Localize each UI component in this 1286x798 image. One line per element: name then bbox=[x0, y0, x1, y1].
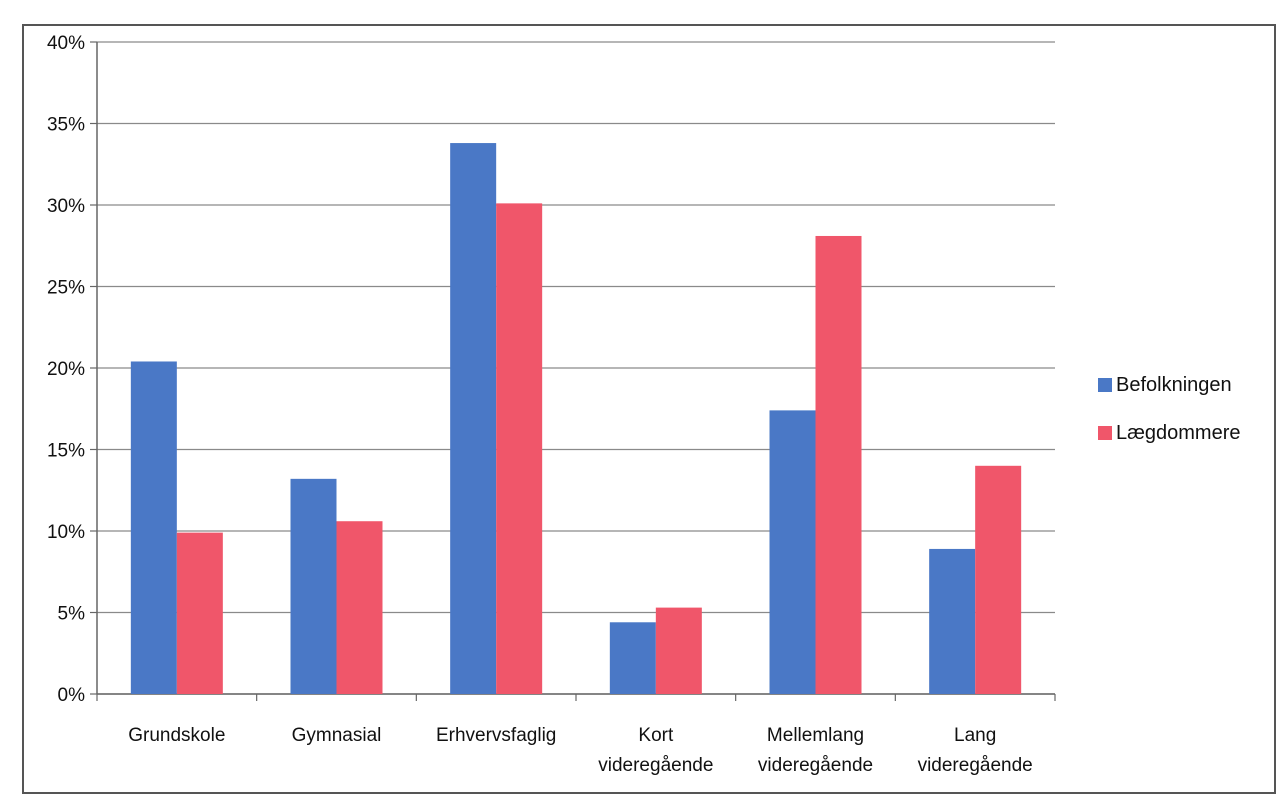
bar-befolkningen bbox=[290, 478, 337, 694]
bar-lægdommere bbox=[496, 203, 543, 694]
x-category-label-line: videregående bbox=[918, 755, 1033, 776]
y-tick-label: 15% bbox=[47, 441, 85, 462]
x-category-label-line: Grundskole bbox=[128, 725, 225, 746]
x-category-label: Kort videregående bbox=[598, 725, 713, 776]
x-category-label-line: Lang bbox=[954, 725, 996, 746]
bar-lægdommere bbox=[815, 235, 862, 694]
y-tick-label: 40% bbox=[47, 33, 85, 54]
legend-swatch bbox=[1098, 426, 1112, 440]
bar-lægdommere bbox=[655, 607, 702, 694]
y-tick-label: 30% bbox=[47, 196, 85, 217]
x-category-label-line: Kort bbox=[638, 725, 674, 746]
x-category-label-line: Gymnasial bbox=[292, 725, 382, 746]
y-tick-label: 25% bbox=[47, 278, 85, 299]
x-category-label: Mellemlang videregående bbox=[758, 725, 873, 776]
bar-befolkningen bbox=[769, 410, 816, 694]
y-tick-label: 20% bbox=[47, 359, 85, 380]
bar-lægdommere bbox=[336, 521, 383, 694]
y-tick-label: 10% bbox=[47, 522, 85, 543]
x-category-label-line: Erhvervsfaglig bbox=[436, 725, 556, 746]
x-category-label-line: videregående bbox=[758, 755, 873, 776]
legend-label: Lægdommere bbox=[1116, 422, 1241, 444]
x-category-label: Lang videregående bbox=[918, 725, 1033, 776]
bar-lægdommere bbox=[176, 532, 223, 694]
x-category-label: Gymnasial bbox=[292, 725, 382, 746]
x-category-label-line: videregående bbox=[598, 755, 713, 776]
legend-swatch bbox=[1098, 378, 1112, 392]
bar-befolkningen bbox=[609, 622, 656, 694]
bar-lægdommere bbox=[975, 465, 1022, 694]
legend-label: Befolkningen bbox=[1116, 374, 1232, 396]
y-tick-label: 5% bbox=[58, 604, 86, 625]
bar-befolkningen bbox=[130, 361, 177, 694]
bar-befolkningen bbox=[929, 548, 976, 694]
bar-befolkningen bbox=[450, 143, 497, 694]
x-category-label: Grundskole bbox=[128, 725, 225, 746]
y-tick-label: 35% bbox=[47, 115, 85, 136]
x-category-label-line: Mellemlang bbox=[767, 725, 864, 746]
x-category-label: Erhvervsfaglig bbox=[436, 725, 556, 746]
chart-frame bbox=[22, 24, 1276, 794]
y-tick-label: 0% bbox=[58, 685, 86, 706]
